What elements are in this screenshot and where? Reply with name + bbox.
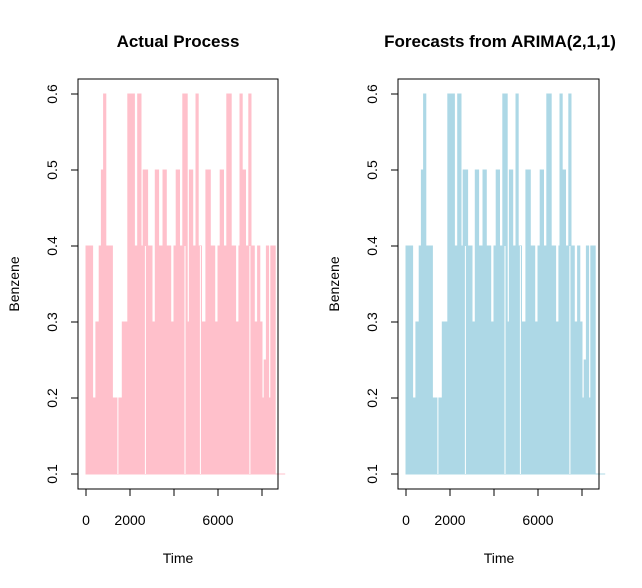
series-area xyxy=(405,93,596,475)
panel-arima-forecast: Forecasts from ARIMA(2,1,1) 0 2000 6000 0.… xyxy=(326,32,616,566)
y-tick-label: 0.6 xyxy=(364,84,380,104)
y-tick-label: 0.2 xyxy=(364,388,380,408)
plot-frame xyxy=(397,78,600,490)
panel-actual-process: Actual Process 0 2000 6000 0.1 0.2 0.3 0.4 0.5… xyxy=(6,32,286,566)
y-axis: 0.1 0.2 0.3 0.4 0.5 0.6 xyxy=(364,84,398,484)
x-axis-label: Time xyxy=(484,550,515,566)
y-tick-label: 0.1 xyxy=(44,464,60,484)
y-tick-label: 0.3 xyxy=(364,312,380,332)
y-axis: 0.1 0.2 0.3 0.4 0.5 0.6 xyxy=(44,84,78,484)
y-tick-label: 0.6 xyxy=(44,84,60,104)
y-tick-label: 0.5 xyxy=(44,160,60,180)
x-tick-label: 2000 xyxy=(114,512,145,528)
y-tick-label: 0.2 xyxy=(44,388,60,408)
y-tick-label: 0.3 xyxy=(44,312,60,332)
plot-frame xyxy=(77,78,279,490)
x-tick-label: 0 xyxy=(402,512,410,528)
chart-title: Actual Process xyxy=(117,32,240,51)
chart-title: Forecasts from ARIMA(2,1,1) xyxy=(384,32,616,51)
y-tick-label: 0.5 xyxy=(364,160,380,180)
y-tick-label: 0.4 xyxy=(44,236,60,256)
x-tick-label: 6000 xyxy=(202,512,233,528)
y-tick-label: 0.4 xyxy=(364,236,380,256)
x-tick-label: 0 xyxy=(82,512,90,528)
x-tick-label: 6000 xyxy=(522,512,553,528)
x-axis-label: Time xyxy=(163,550,194,566)
plot-area xyxy=(405,93,606,475)
x-axis: 0 2000 6000 xyxy=(402,489,583,528)
x-tick-label: 2000 xyxy=(434,512,465,528)
series-area xyxy=(85,93,276,475)
y-axis-label: Benzene xyxy=(6,256,22,311)
x-axis: 0 2000 6000 xyxy=(82,489,263,528)
y-axis-label: Benzene xyxy=(326,256,342,311)
plot-area xyxy=(85,93,286,475)
y-tick-label: 0.1 xyxy=(364,464,380,484)
